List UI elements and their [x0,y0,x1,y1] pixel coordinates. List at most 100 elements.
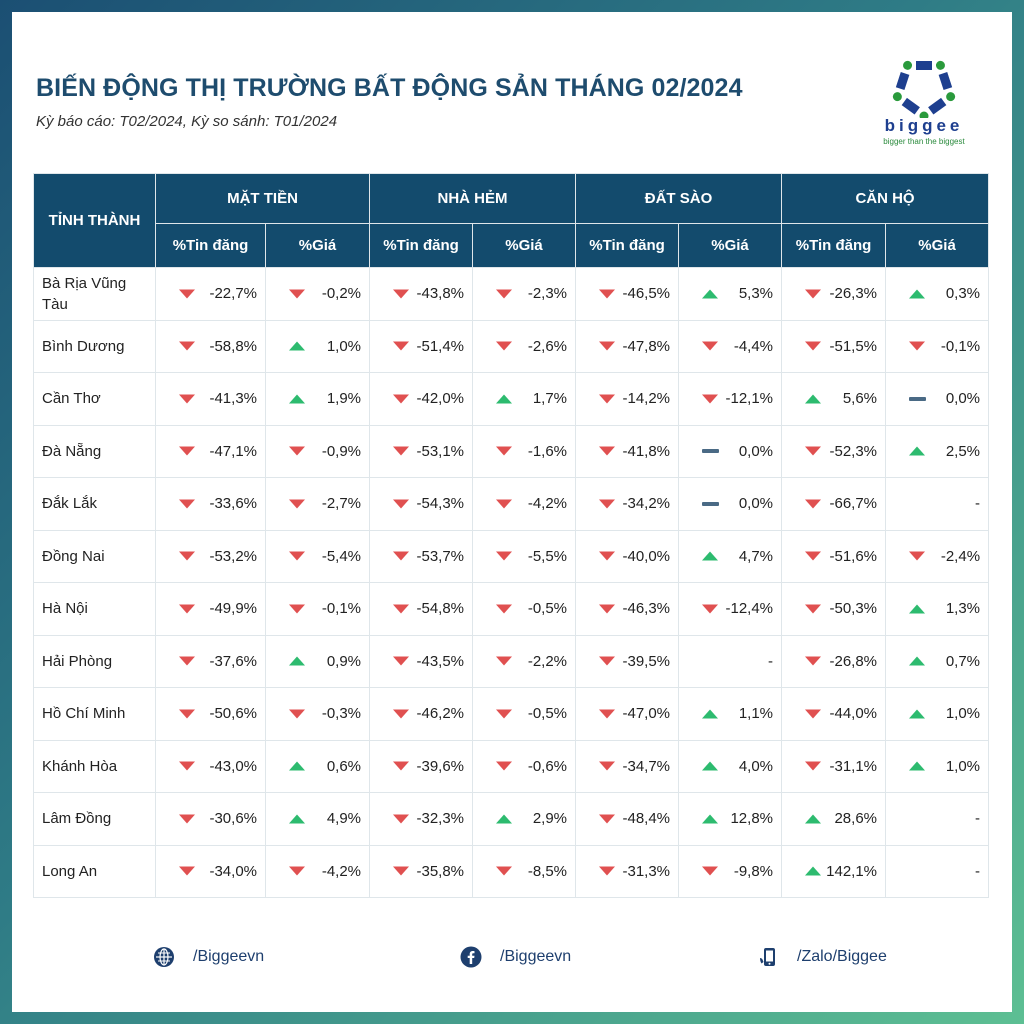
price-change-cell: 1,9% [264,372,371,426]
listing-change-cell: -54,8% [369,582,474,636]
biggee-logo[interactable]: biggee bigger than the biggest [870,56,978,156]
facebook-icon [460,946,482,968]
listing-change-cell: -51,6% [781,529,887,583]
listing-change-cell: -49,9% [155,582,266,636]
down-arrow-icon [496,341,513,351]
down-arrow-icon [496,656,513,666]
price-change-cell: -12,1% [678,372,783,426]
listing-change-cell: -53,7% [369,529,474,583]
up-arrow-icon [805,814,822,824]
change-value: -0,1% [321,600,362,618]
change-value: 4,9% [326,810,362,828]
table-row: Bình Dương -58,8% 1,0% -51,4% -2,6% -47,8% -4,… [33,319,990,373]
table-body: Bà Rịa Vũng Tàu -22,7% -0,2% -43,8% -2,3% -46… [33,267,990,898]
down-arrow-icon [702,866,719,876]
change-value: 0,0% [738,442,774,460]
change-value: 1,3% [945,600,981,618]
up-arrow-icon [805,866,822,876]
listing-change-cell: -39,5% [575,634,680,688]
price-change-cell: - [678,634,783,688]
down-arrow-icon [179,394,195,404]
table-row: Lâm Đồng -30,6% 4,9% -32,3% 2,9% -48,4% 12,8% 2… [33,792,990,846]
price-change-cell: -2,6% [472,319,577,373]
down-arrow-icon [496,551,513,561]
up-arrow-icon [289,341,305,351]
listing-change-cell: -53,1% [369,424,474,478]
price-change-cell: -4,4% [678,319,783,373]
down-arrow-icon [599,814,616,824]
change-value: 1,1% [738,705,774,723]
change-value: -32,3% [416,810,465,828]
province-cell: Hồ Chí Minh [33,687,156,741]
listing-change-cell: -39,6% [369,739,474,793]
down-arrow-icon [805,341,822,351]
change-value: -50,6% [209,705,257,723]
listing-change-cell: -26,3% [781,267,887,321]
down-arrow-icon [179,709,195,719]
page-title: BIẾN ĐỘNG THỊ TRƯỜNG BẤT ĐỘNG SẢN THÁNG … [36,74,743,102]
change-value: -14,2% [622,390,671,408]
change-value: -33,6% [209,495,257,513]
down-arrow-icon [599,289,616,299]
biggee-logo-icon [892,60,956,121]
table-row: Khánh Hòa -43,0% 0,6% -39,6% -0,6% -34,7% 4,0%… [33,739,990,793]
down-arrow-icon [289,446,305,456]
province-cell: Bình Dương [33,319,156,373]
change-value: 5,6% [842,390,878,408]
listing-change-cell: -31,3% [575,844,680,898]
listing-change-cell: -46,5% [575,267,680,321]
change-value: -53,1% [416,442,465,460]
table-row: Long An -34,0% -4,2% -35,8% -8,5% -31,3% -9,8%… [33,844,990,898]
footer-facebook[interactable]: /Biggeevn [460,942,571,972]
change-value: -48,4% [622,810,671,828]
down-arrow-icon [805,604,822,614]
price-change-cell: -0,5% [472,582,577,636]
province-cell: Khánh Hòa [33,739,156,793]
price-change-cell: -4,2% [264,844,371,898]
down-arrow-icon [393,604,410,614]
change-value: -35,8% [416,862,465,880]
footer-zalo[interactable]: /Zalo/Biggee [757,942,887,972]
listing-change-cell: -40,0% [575,529,680,583]
change-value: -53,7% [416,547,465,565]
down-arrow-icon [599,341,616,351]
listing-change-cell: -41,8% [575,424,680,478]
change-value: -2,3% [527,285,568,303]
change-value: 4,0% [738,757,774,775]
price-change-cell: -8,5% [472,844,577,898]
up-arrow-icon [909,604,926,614]
report-card: BIẾN ĐỘNG THỊ TRƯỜNG BẤT ĐỘNG SẢN THÁNG … [12,12,1012,1012]
footer-website[interactable]: /Biggeevn [153,942,264,972]
province-cell: Lâm Đồng [33,792,156,846]
listing-change-cell: -47,0% [575,687,680,741]
down-arrow-icon [599,394,616,404]
down-arrow-icon [393,499,410,509]
price-change-cell: -0,1% [264,582,371,636]
table-row: Đồng Nai -53,2% -5,4% -53,7% -5,5% -40,0% 4,7%… [33,529,990,583]
down-arrow-icon [179,656,195,666]
footer-zalo-label: /Zalo/Biggee [797,948,887,965]
listing-change-cell: -54,3% [369,477,474,531]
price-change-cell: 1,0% [885,687,990,741]
change-value: -9,8% [733,862,774,880]
down-arrow-icon [179,446,195,456]
price-change-cell: 1,1% [678,687,783,741]
change-value: -43,8% [416,285,465,303]
subheader-price: %Giá [885,223,990,268]
price-change-cell: 0,6% [264,739,371,793]
price-change-cell: 5,3% [678,267,783,321]
change-value: -41,8% [622,442,671,460]
price-change-cell: - [885,477,990,531]
change-value: -46,5% [622,285,671,303]
change-value: -22,7% [209,285,257,303]
listing-change-cell: -46,2% [369,687,474,741]
listing-change-cell: 142,1% [781,844,887,898]
listing-change-cell: 28,6% [781,792,887,846]
change-value: -0,1% [940,337,981,355]
price-change-cell: 12,8% [678,792,783,846]
up-arrow-icon [702,551,719,561]
down-arrow-icon [702,604,719,614]
price-change-cell: 4,9% [264,792,371,846]
change-value: 2,5% [945,442,981,460]
down-arrow-icon [599,761,616,771]
